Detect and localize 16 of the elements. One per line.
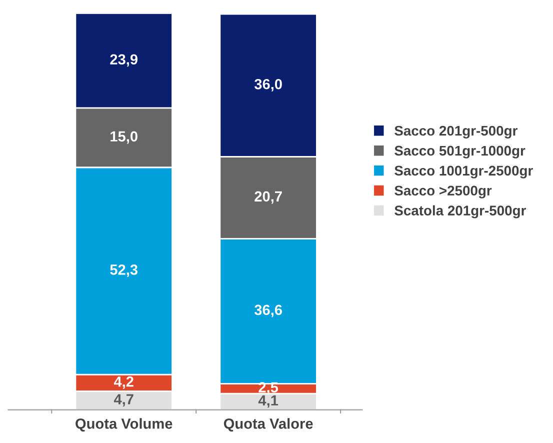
legend-label: Sacco >2500gr — [394, 186, 492, 198]
data-label: 20,7 — [254, 191, 282, 204]
x-tick-label: Quota Volume — [76, 418, 172, 432]
legend-label: Sacco 501gr-1000gr — [394, 146, 526, 158]
data-label: 23,9 — [110, 54, 138, 67]
data-label: 52,3 — [110, 264, 138, 277]
legend-label: Sacco 1001gr-2500gr — [394, 166, 533, 178]
data-label: 36,0 — [254, 78, 282, 92]
data-label: 4,1 — [258, 395, 278, 408]
data-label: 4,2 — [114, 376, 134, 389]
data-label: 36,6 — [254, 304, 282, 318]
x-tick-label: Quota Valore — [224, 418, 313, 432]
data-label: 4,7 — [114, 394, 134, 406]
legend-label: Sacco 201gr-500gr — [394, 126, 518, 138]
data-label: 15,0 — [110, 131, 138, 144]
legend-label: Scatola 201gr-500gr — [394, 205, 526, 218]
